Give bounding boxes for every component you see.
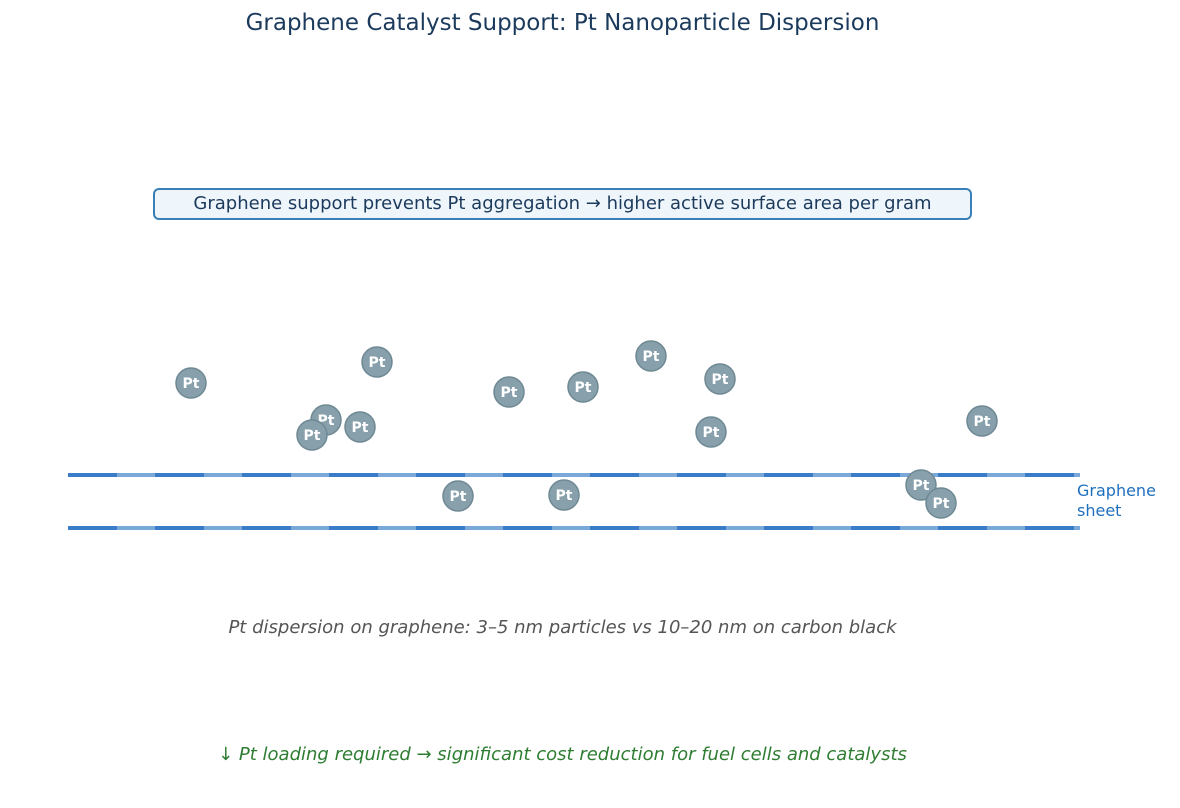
- graphene-sheet-label-line1: Graphene: [1077, 481, 1156, 500]
- pt-particle-circle: [493, 376, 525, 408]
- pt-particle: Pt: [296, 419, 328, 451]
- pt-particle-label: Pt: [643, 349, 660, 365]
- pt-particle-circle: [905, 469, 937, 501]
- pt-particle-label: Pt: [913, 478, 930, 494]
- pt-particle: Pt: [695, 416, 727, 448]
- pt-particle-label: Pt: [183, 376, 200, 392]
- cost-note: ↓ Pt loading required → significant cost…: [218, 744, 907, 765]
- pt-particle-circle: [635, 340, 667, 372]
- pt-particle-circle: [548, 479, 580, 511]
- pt-particle-label: Pt: [575, 380, 592, 396]
- pt-particle-label: Pt: [501, 385, 518, 401]
- diagram-title: Graphene Catalyst Support: Pt Nanopartic…: [245, 10, 880, 36]
- pt-particle-label: Pt: [304, 428, 321, 444]
- pt-particle-label: Pt: [450, 489, 467, 505]
- callout-box: Graphene support prevents Pt aggregation…: [153, 188, 972, 220]
- pt-particle: Pt: [344, 411, 376, 443]
- pt-particle-circle: [442, 480, 474, 512]
- pt-particle-label: Pt: [974, 414, 991, 430]
- pt-particle-circle: [175, 367, 207, 399]
- pt-particle: Pt: [493, 376, 525, 408]
- pt-particle-circle: [567, 371, 599, 403]
- pt-particle-circle: [296, 419, 328, 451]
- pt-particle: Pt: [548, 479, 580, 511]
- pt-particle-circle: [695, 416, 727, 448]
- pt-particle-circle: [966, 405, 998, 437]
- pt-particle: Pt: [925, 487, 957, 519]
- pt-particle-label: Pt: [352, 420, 369, 436]
- pt-particle: Pt: [361, 346, 393, 378]
- pt-particle-label: Pt: [556, 488, 573, 504]
- pt-particle-label: Pt: [712, 372, 729, 388]
- pt-particle: Pt: [966, 405, 998, 437]
- pt-particle-circle: [361, 346, 393, 378]
- pt-particle: Pt: [704, 363, 736, 395]
- pt-particle-label: Pt: [703, 425, 720, 441]
- dispersion-note: Pt dispersion on graphene: 3–5 nm partic…: [228, 617, 897, 638]
- graphene-sheet: [68, 473, 1080, 530]
- graphene-sheet-label: Graphene sheet: [1077, 481, 1156, 521]
- pt-particle-circle: [925, 487, 957, 519]
- pt-particle: Pt: [635, 340, 667, 372]
- pt-particle: Pt: [905, 469, 937, 501]
- graphene-sheet-label-line2: sheet: [1077, 501, 1122, 520]
- pt-particle-label: Pt: [369, 355, 386, 371]
- pt-particle-circle: [344, 411, 376, 443]
- pt-particle: Pt: [175, 367, 207, 399]
- pt-particle-label: Pt: [933, 496, 950, 512]
- pt-particle: Pt: [567, 371, 599, 403]
- pt-particle-circle: [704, 363, 736, 395]
- pt-particle: Pt: [442, 480, 474, 512]
